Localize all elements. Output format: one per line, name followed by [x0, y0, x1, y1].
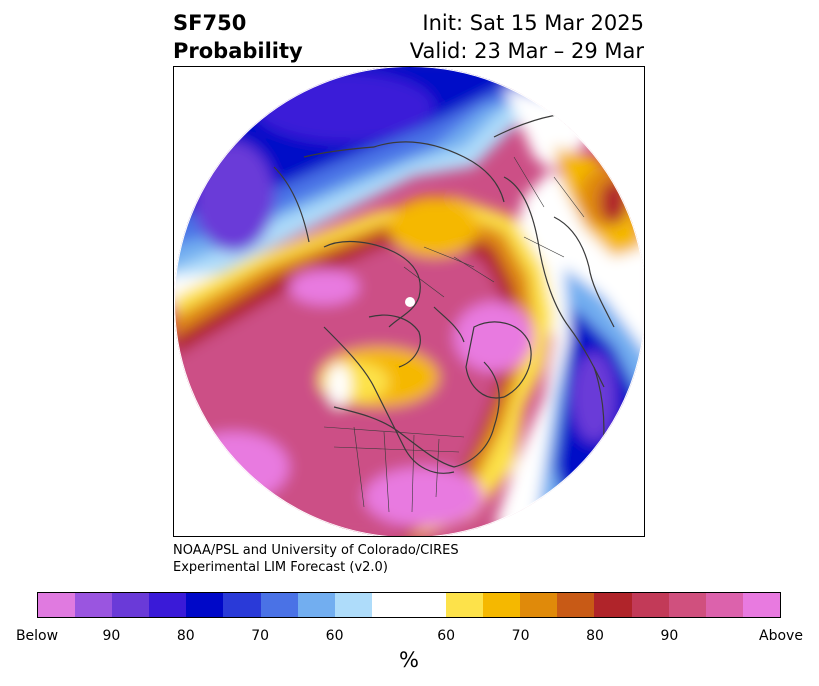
colorbar-segment [149, 593, 187, 617]
colorbar-segment [520, 593, 558, 617]
credit-line-1: NOAA/PSL and University of Colorado/CIRE… [173, 543, 459, 558]
colorbar-segment [371, 593, 409, 617]
colorbar-segment [112, 593, 150, 617]
colorbar-segment [668, 593, 706, 617]
init-date: Init: Sat 15 Mar 2025 [422, 11, 644, 35]
map-disc-edge [174, 67, 644, 536]
north-pole-marker [405, 297, 415, 307]
probability-colorbar [37, 592, 781, 618]
colorbar-tick-label: 80 [586, 628, 604, 644]
colorbar-segment [594, 593, 632, 617]
colorbar-segment [38, 593, 76, 617]
date-title: Init: Sat 15 Mar 2025 Valid: 23 Mar – 29… [410, 9, 644, 65]
polar-map [173, 66, 645, 537]
colorbar-segment [557, 593, 595, 617]
colorbar-tick-label: 70 [251, 628, 270, 644]
probability-field-map [174, 67, 644, 536]
colorbar-segment [223, 593, 261, 617]
border-outlines [323, 156, 585, 513]
colorbar-segment [408, 593, 447, 617]
colorbar-tick-label: Below [15, 628, 59, 644]
colorbar-segment [631, 593, 669, 617]
credit-line-2: Experimental LIM Forecast (v2.0) [173, 560, 388, 575]
colorbar-segment [705, 593, 743, 617]
colorbar-segment [186, 593, 224, 617]
colorbar-segment [483, 593, 521, 617]
colorbar-segment [334, 593, 372, 617]
contour-field [174, 67, 644, 536]
colorbar-tick-label: 60 [437, 628, 456, 644]
colorbar-tick-label: 60 [325, 628, 344, 644]
field-label: SF750 [173, 11, 247, 35]
colorbar-tick-label: 70 [511, 628, 530, 644]
colorbar-tick-label: 80 [176, 628, 195, 644]
colorbar-unit-label: % [399, 648, 419, 672]
colorbar-tick-label: Above [759, 628, 803, 644]
colorbar-segment [260, 593, 298, 617]
field-title: SF750 Probability [173, 9, 303, 65]
colorbar-segment [742, 593, 780, 617]
valid-range: Valid: 23 Mar – 29 Mar [409, 39, 644, 63]
field-sublabel: Probability [173, 39, 303, 63]
colorbar-tick-label: 90 [102, 628, 121, 644]
colorbar-segment [75, 593, 113, 617]
colorbar-segment [297, 593, 335, 617]
credit-text: NOAA/PSL and University of Colorado/CIRE… [173, 542, 459, 576]
colorbar-segment [446, 593, 484, 617]
colorbar-tick-label: 90 [660, 628, 679, 644]
